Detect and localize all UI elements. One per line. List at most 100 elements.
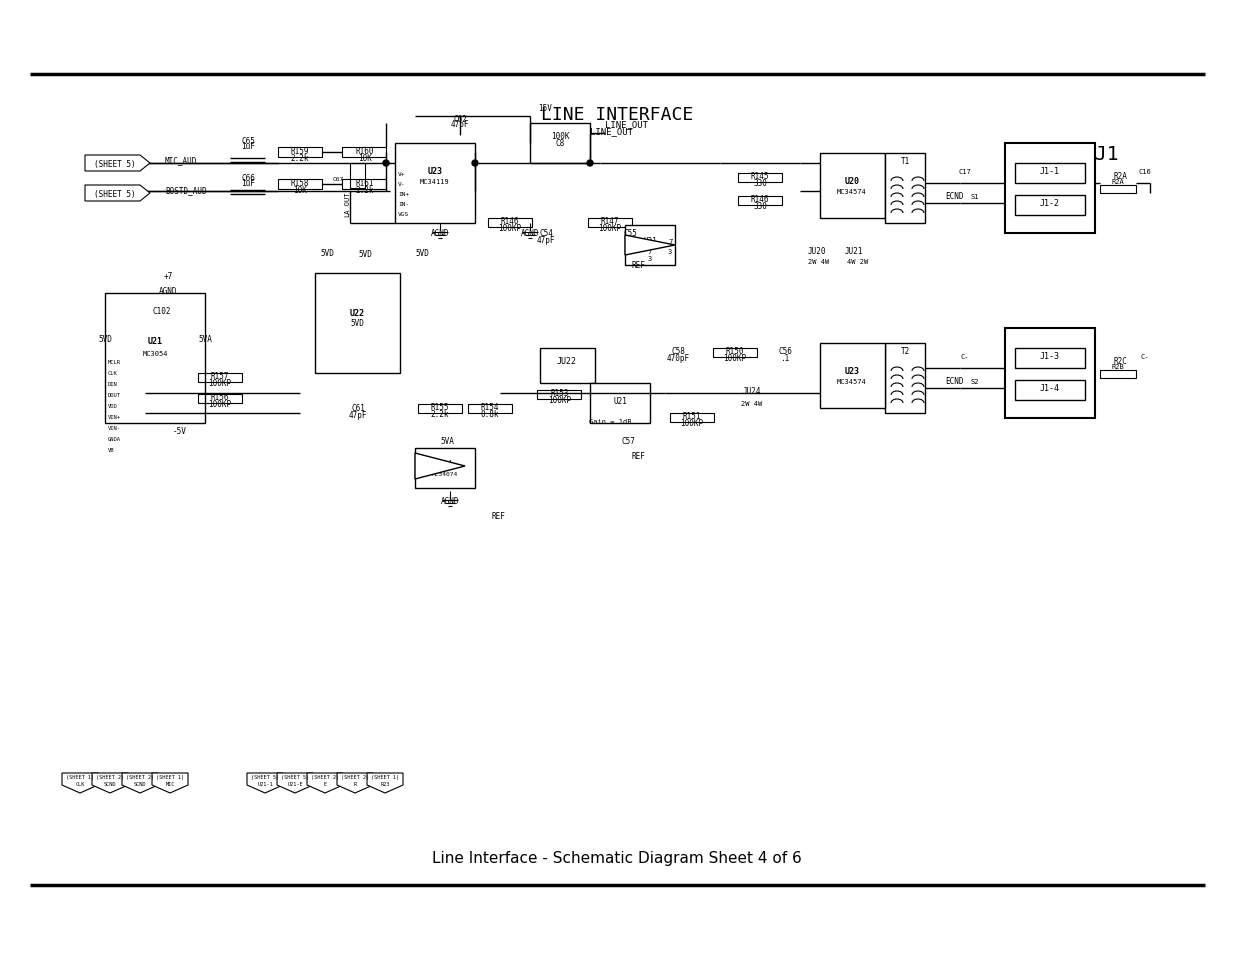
Text: 0.8k: 0.8k	[480, 410, 499, 418]
Text: R160: R160	[356, 147, 374, 156]
Text: R2A: R2A	[1113, 172, 1126, 181]
Text: REF: REF	[492, 512, 505, 520]
Bar	[671, 414, 714, 422]
Bar	[417, 405, 462, 414]
Text: C16: C16	[1139, 169, 1151, 174]
Text: 100KP: 100KP	[209, 399, 232, 409]
Text: CLK: CLK	[107, 371, 117, 375]
Text: C56: C56	[778, 347, 792, 355]
Text: J1: J1	[1095, 144, 1119, 163]
Text: (SHEET 5): (SHEET 5)	[94, 159, 136, 169]
Text: 10K: 10K	[293, 186, 308, 194]
Text: C-: C-	[1141, 354, 1150, 359]
Text: 15V: 15V	[538, 104, 552, 112]
Text: JU21: JU21	[845, 247, 863, 255]
Bar	[1015, 164, 1086, 184]
Text: (SHEET 5): (SHEET 5)	[94, 190, 136, 198]
Text: C17: C17	[958, 169, 972, 174]
Text: CLK: CLK	[75, 781, 85, 786]
Text: (SHEET 1): (SHEET 1)	[370, 775, 399, 780]
Text: .1: .1	[781, 354, 789, 363]
Polygon shape	[85, 156, 149, 172]
Text: R2B: R2B	[1112, 364, 1124, 370]
Text: R159: R159	[290, 147, 309, 156]
Text: 5VA: 5VA	[440, 436, 454, 446]
Text: R155: R155	[431, 402, 450, 412]
Polygon shape	[367, 773, 403, 793]
Text: R146: R146	[751, 194, 769, 204]
Text: 330: 330	[753, 179, 767, 188]
Text: 1uF: 1uF	[241, 179, 254, 188]
Text: 100K: 100K	[551, 132, 569, 141]
Text: 100KP: 100KP	[724, 354, 747, 363]
Text: MC34074: MC34074	[432, 472, 458, 476]
Text: R147: R147	[600, 216, 619, 226]
Text: (SHEET 2): (SHEET 2)	[311, 775, 340, 780]
Text: ECND: ECND	[945, 376, 963, 386]
Text: MCLR: MCLR	[107, 359, 121, 365]
Text: V-: V-	[398, 182, 405, 187]
Text: 2.2k: 2.2k	[431, 410, 450, 418]
Text: U22: U22	[350, 309, 364, 317]
Text: S2: S2	[971, 378, 979, 385]
Text: R154: R154	[480, 402, 499, 412]
Text: 47pF: 47pF	[451, 120, 469, 129]
Text: MC34574: MC34574	[837, 378, 867, 385]
Text: V+: V+	[398, 172, 405, 177]
Text: (SHEET 2): (SHEET 2)	[341, 775, 369, 780]
Bar	[1015, 380, 1086, 400]
Text: C8: C8	[556, 139, 564, 148]
Text: VIN-: VIN-	[107, 426, 121, 431]
Bar	[1005, 329, 1095, 418]
Text: AGND: AGND	[521, 229, 540, 237]
Text: +7: +7	[163, 272, 173, 281]
Text: GNDA: GNDA	[107, 436, 121, 441]
Text: AGND: AGND	[441, 497, 459, 505]
Text: 330: 330	[753, 202, 767, 211]
Text: 2W 4W: 2W 4W	[808, 258, 829, 265]
Bar	[530, 124, 590, 164]
Text: (SHEET 1): (SHEET 1)	[65, 775, 94, 780]
Text: MIC_AUD: MIC_AUD	[165, 156, 198, 165]
Bar	[468, 405, 513, 414]
Bar	[588, 219, 632, 228]
Text: VB: VB	[107, 448, 115, 453]
Bar	[1015, 349, 1086, 369]
Text: (SHEET 2): (SHEET 2)	[126, 775, 154, 780]
Text: MC34574: MC34574	[837, 189, 867, 194]
Polygon shape	[337, 773, 373, 793]
Text: 2.2k: 2.2k	[356, 186, 374, 194]
Text: S1: S1	[971, 193, 979, 200]
Bar	[1015, 195, 1086, 215]
Text: 5VD: 5VD	[350, 318, 364, 328]
Text: U21: U21	[613, 396, 627, 406]
Text: LINE INTERFACE: LINE INTERFACE	[541, 106, 693, 124]
Bar	[415, 449, 475, 489]
Text: 5VD: 5VD	[358, 250, 372, 258]
Text: T1: T1	[900, 157, 910, 166]
Text: LINE_OUT: LINE_OUT	[590, 127, 634, 136]
Polygon shape	[415, 454, 466, 479]
Text: Gain = 1dB: Gain = 1dB	[589, 418, 631, 424]
Polygon shape	[122, 773, 158, 793]
Bar	[537, 391, 580, 399]
Text: BOSTD_AUD: BOSTD_AUD	[165, 186, 206, 195]
Text: REF: REF	[631, 452, 645, 460]
Text: U21-E: U21-E	[288, 781, 303, 786]
Bar	[540, 349, 595, 384]
Polygon shape	[308, 773, 343, 793]
Text: 100KP: 100KP	[548, 395, 572, 405]
Text: R161: R161	[356, 179, 374, 188]
Text: U23: U23	[845, 367, 860, 375]
Text: VDD: VDD	[107, 403, 117, 409]
Text: 2W 4W: 2W 4W	[741, 400, 763, 407]
Circle shape	[383, 161, 389, 167]
Text: 10K: 10K	[358, 153, 372, 163]
Polygon shape	[625, 235, 676, 255]
Bar	[1100, 186, 1136, 193]
Text: MIC: MIC	[165, 781, 174, 786]
Polygon shape	[152, 773, 188, 793]
Text: MC3054: MC3054	[142, 351, 168, 356]
Text: C102: C102	[153, 307, 172, 315]
Text: ECND: ECND	[945, 192, 963, 201]
